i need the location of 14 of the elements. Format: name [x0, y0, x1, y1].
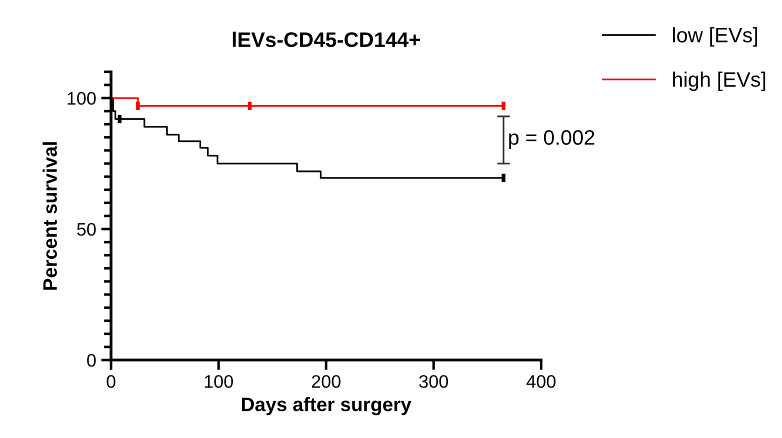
- x-tick-label: 200: [312, 375, 340, 388]
- legend-label: low [EVs]: [673, 27, 757, 47]
- x-tick-label: 300: [419, 375, 448, 388]
- x-axis-title: Days after surgery: [242, 397, 412, 416]
- annotation: p = 0.002: [509, 130, 594, 150]
- x-tick-label: 0: [106, 375, 116, 388]
- x-tick-label: 100: [204, 375, 233, 388]
- y-axis-title: Percent survival: [42, 142, 57, 290]
- legend-label: high [EVs]: [673, 72, 766, 92]
- x-tick-label: 400: [526, 375, 556, 388]
- y-tick-label: 0: [87, 354, 96, 367]
- chart-title: lEVs-CD45-CD144+: [232, 32, 420, 48]
- y-tick-label: 100: [68, 92, 96, 105]
- y-tick-label: 50: [77, 222, 96, 236]
